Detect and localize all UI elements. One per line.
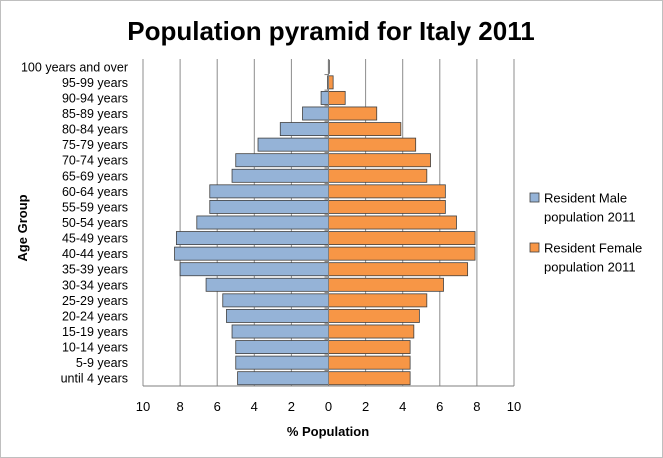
female-bar	[328, 137, 417, 152]
male-bar	[209, 199, 329, 214]
female-bar	[328, 308, 420, 323]
male-bar	[231, 324, 329, 339]
female-bar	[328, 199, 446, 214]
male-bar	[226, 308, 329, 323]
legend-label: population 2011	[544, 260, 636, 275]
male-bar	[205, 277, 329, 292]
female-bar	[328, 90, 346, 105]
female-bar	[328, 355, 411, 370]
legend: Resident Male population 2011 Resident Fem…	[529, 191, 642, 275]
female-bar	[328, 122, 402, 137]
female-bar	[328, 340, 411, 355]
male-bar	[196, 215, 329, 230]
x-tick-label: 6	[436, 399, 443, 414]
category-label: 65-69 years	[62, 169, 128, 183]
female-bar	[328, 106, 378, 121]
category-label: 35-39 years	[62, 263, 128, 277]
male-bar	[237, 371, 329, 386]
x-tick-label: 8	[473, 399, 480, 414]
male-bar	[174, 246, 329, 261]
legend-swatch	[529, 242, 540, 253]
legend-label: population 2011	[544, 210, 636, 225]
female-bar	[328, 184, 446, 199]
category-label: 15-19 years	[62, 325, 128, 339]
x-axis-title: % Population	[287, 424, 369, 439]
female-bar	[328, 168, 428, 183]
male-bar	[175, 231, 329, 246]
female-bar	[328, 231, 476, 246]
x-tick-label: 10	[507, 399, 521, 414]
x-tick-label: 4	[399, 399, 406, 414]
category-label: 80-84 years	[62, 123, 128, 137]
category-label: 90-94 years	[62, 91, 128, 105]
category-label: 75-79 years	[62, 138, 128, 152]
male-bar	[320, 90, 329, 105]
male-bar	[209, 184, 329, 199]
category-label: 5-9 years	[76, 356, 128, 370]
y-axis-title: Age Group	[15, 194, 30, 261]
female-bar	[328, 262, 469, 277]
x-tick-label: 10	[136, 399, 150, 414]
male-bar	[302, 106, 329, 121]
category-label: 10-14 years	[62, 341, 128, 355]
male-bar	[179, 262, 329, 277]
axes	[143, 59, 514, 387]
female-bar	[328, 215, 457, 230]
category-label: 70-74 years	[62, 154, 128, 168]
male-bar	[235, 153, 329, 168]
category-label: 85-89 years	[62, 107, 128, 121]
x-tick-labels: 10 8 6 4 2 0 2 4 6 8 10	[136, 399, 521, 414]
category-label: 45-49 years	[62, 232, 128, 246]
category-label: 20-24 years	[62, 309, 128, 323]
category-label: 55-59 years	[62, 200, 128, 214]
male-bar	[235, 340, 329, 355]
x-tick-label: 8	[176, 399, 183, 414]
bars	[174, 59, 476, 386]
female-bar	[328, 277, 444, 292]
category-label: 60-64 years	[62, 185, 128, 199]
female-bar	[328, 293, 428, 308]
male-bar	[279, 122, 329, 137]
x-tick-label: 6	[214, 399, 221, 414]
legend-label: Resident Female	[544, 241, 642, 256]
category-label: 100 years and over	[21, 60, 128, 74]
male-bar	[235, 355, 329, 370]
category-label: until 4 years	[61, 372, 128, 386]
female-bar	[328, 246, 476, 261]
female-bar	[328, 153, 431, 168]
legend-label: Resident Male	[544, 191, 627, 206]
x-tick-label: 2	[362, 399, 369, 414]
male-bar	[231, 168, 329, 183]
female-bar	[328, 371, 411, 386]
x-tick-label: 0	[325, 399, 332, 414]
category-label: 25-29 years	[62, 294, 128, 308]
legend-swatch	[529, 192, 540, 203]
female-bar	[328, 75, 334, 90]
male-bar	[257, 137, 329, 152]
category-label: 95-99 years	[62, 76, 128, 90]
chart-title: Population pyramid for Italy 2011	[127, 16, 534, 46]
female-bar	[328, 324, 415, 339]
category-label: 50-54 years	[62, 216, 128, 230]
category-label: 30-34 years	[62, 278, 128, 292]
category-label: 40-44 years	[62, 247, 128, 261]
male-bar	[222, 293, 329, 308]
x-tick-label: 2	[288, 399, 295, 414]
x-tick-label: 4	[251, 399, 258, 414]
